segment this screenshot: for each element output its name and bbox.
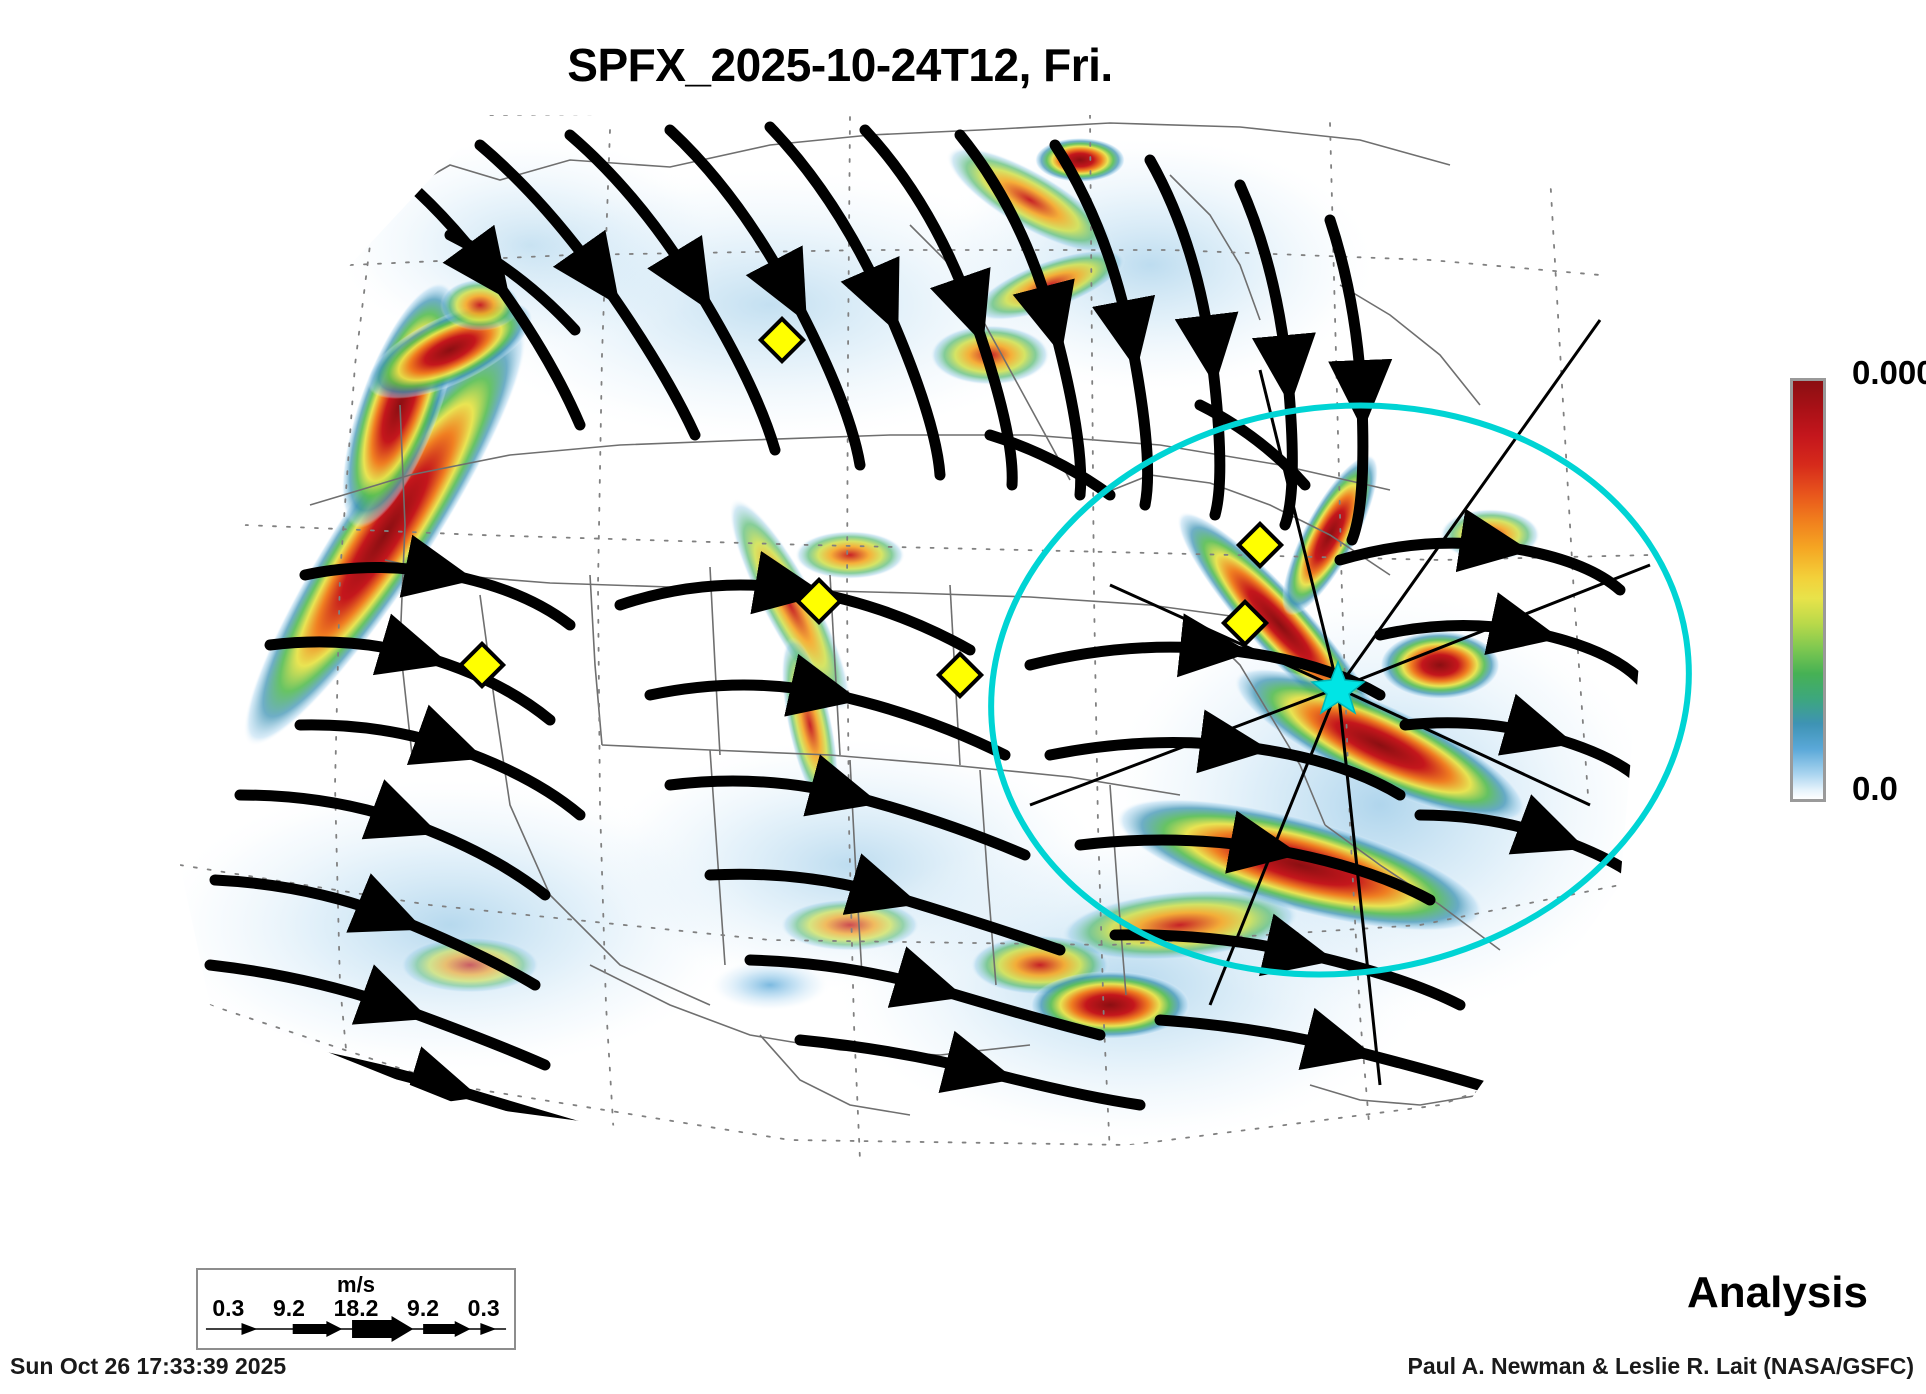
page-title: SPFX_2025-10-24T12, Fri. <box>567 39 1113 91</box>
wind-scale-legend: m/s 0.3 9.2 18.2 9.2 0.3 <box>196 1268 516 1350</box>
wind-tick-4: 0.3 <box>467 1295 500 1321</box>
station-markers[interactable] <box>457 315 1285 700</box>
colorbar-min-label: 0.0 <box>1852 770 1898 807</box>
colorbar-gradient <box>1790 378 1826 802</box>
wind-tick-2: 18.2 <box>333 1295 379 1321</box>
station-marker-4[interactable] <box>935 650 985 700</box>
wind-legend-unit-label: m/s <box>337 1272 375 1297</box>
wind-tick-0: 0.3 <box>212 1295 245 1321</box>
generation-timestamp: Sun Oct 26 17:33:39 2025 <box>10 1353 287 1379</box>
author-credit: Paul A. Newman & Leslie R. Lait (NASA/GS… <box>1407 1353 1914 1379</box>
colorbar: 0.00030 0.0 <box>1790 354 1926 820</box>
station-marker-2[interactable] <box>794 576 844 626</box>
wind-tick-3: 9.2 <box>407 1295 440 1321</box>
station-marker-6[interactable] <box>1220 598 1270 648</box>
station-marker-1[interactable] <box>757 315 807 365</box>
station-marker-3[interactable] <box>457 640 507 690</box>
map-canvas[interactable] <box>150 105 1710 1255</box>
wind-tick-1: 9.2 <box>272 1295 305 1321</box>
analysis-label: Analysis <box>1687 1268 1868 1317</box>
analysis-ellipse <box>988 402 1692 978</box>
wind-legend-arrow-row <box>202 1316 510 1342</box>
azimuth-lines <box>1029 319 1651 1086</box>
wind-legend-tick-row: 0.3 9.2 18.2 9.2 0.3 <box>198 1295 514 1322</box>
colorbar-max-label: 0.00030 <box>1852 354 1926 391</box>
center-star-icon <box>1310 659 1366 715</box>
station-marker-5[interactable] <box>1235 520 1285 570</box>
